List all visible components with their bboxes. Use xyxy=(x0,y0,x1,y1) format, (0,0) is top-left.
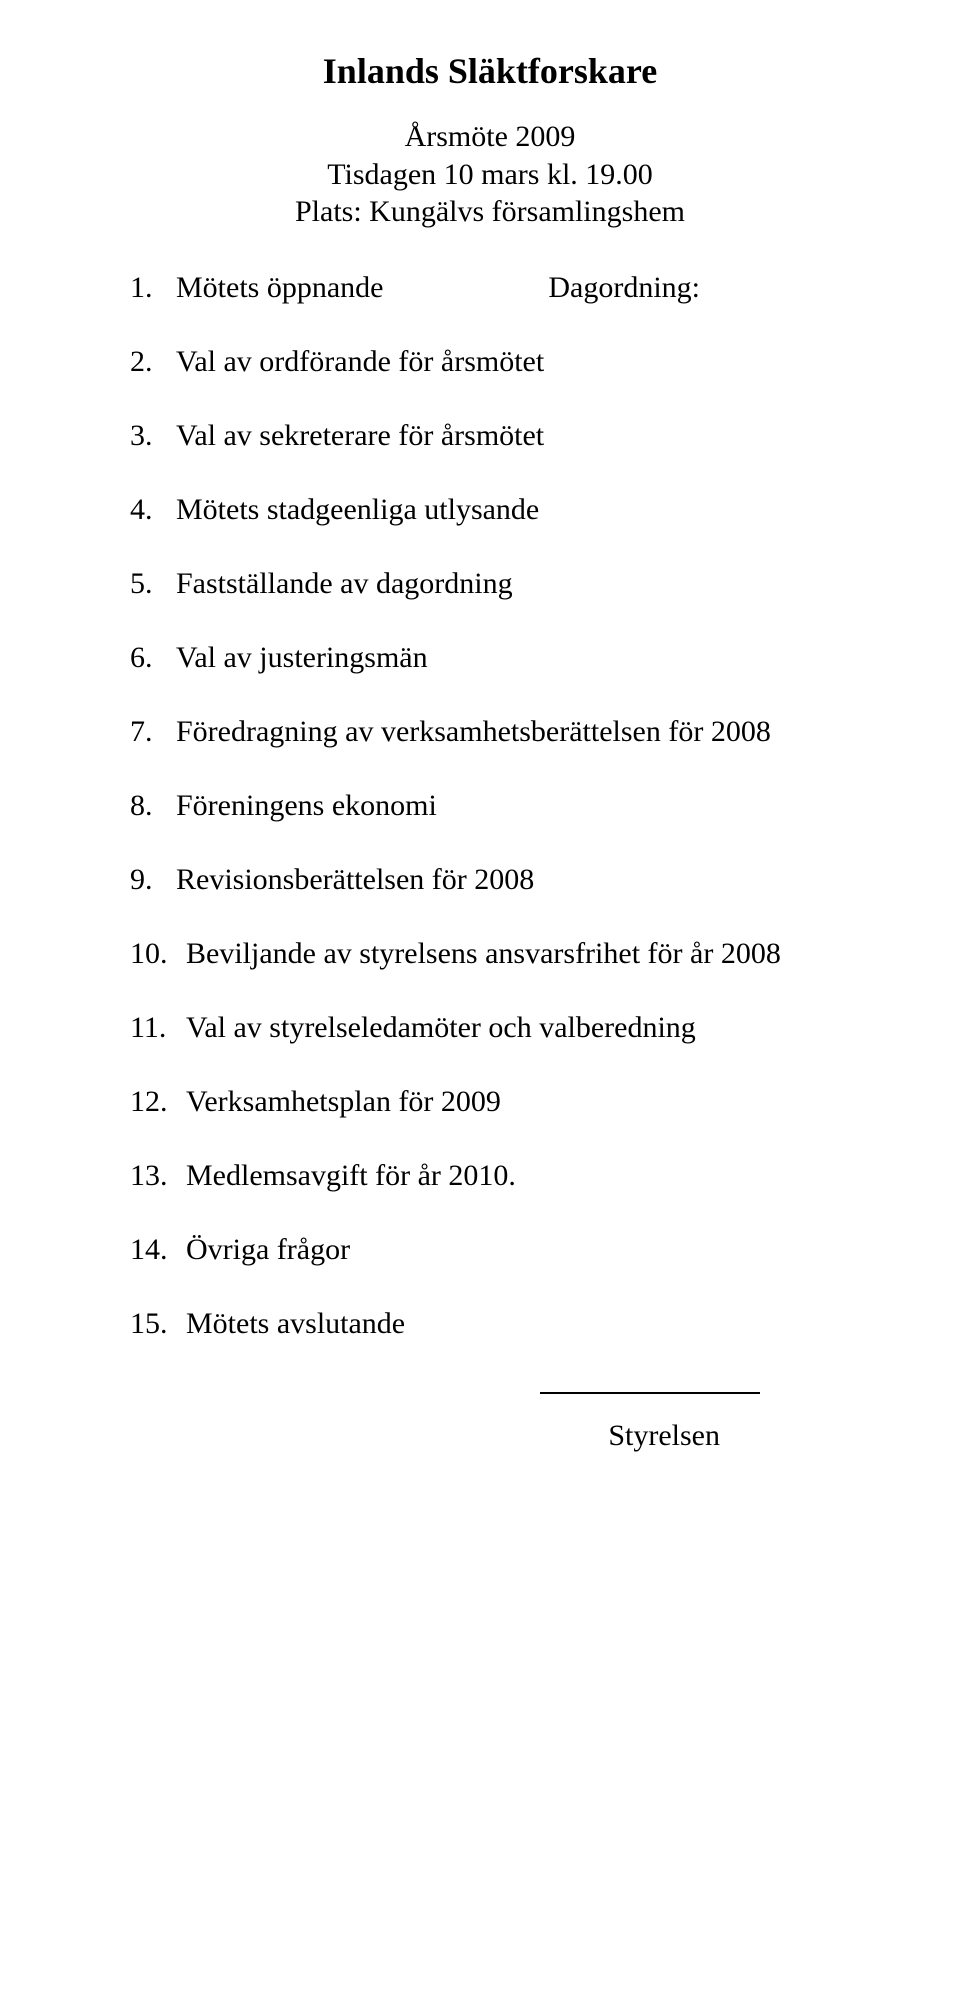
agenda-item-text: Medlemsavgift för år 2010. xyxy=(186,1159,850,1193)
agenda-item-number: 6. xyxy=(130,641,176,675)
agenda-item-text: Val av sekreterare för årsmötet xyxy=(176,419,850,453)
agenda-item-number: 4. xyxy=(130,493,176,527)
agenda-item-text: Revisionsberättelsen för 2008 xyxy=(176,863,850,897)
agenda-item-number: 11. xyxy=(130,1011,186,1045)
agenda-item-number: 14. xyxy=(130,1233,186,1267)
meeting-line-2: Tisdagen 10 mars kl. 19.00 xyxy=(130,156,850,194)
agenda-item-text: Mötets stadgeenliga utlysande xyxy=(176,493,850,527)
signature-rule xyxy=(540,1392,760,1394)
agenda-item-number: 7. xyxy=(130,715,176,749)
agenda-item-text: Mötets öppnande xyxy=(176,271,383,305)
agenda-item-number: 8. xyxy=(130,789,176,823)
agenda-item-number: 5. xyxy=(130,567,176,601)
agenda-item-text: Val av ordförande för årsmötet xyxy=(176,345,850,379)
page: Inlands Släktforskare Årsmöte 2009 Tisda… xyxy=(0,0,960,2007)
agenda-item-number: 1. xyxy=(130,271,176,305)
signature-rule-wrap xyxy=(130,1381,850,1399)
agenda-item-text: Övriga frågor xyxy=(186,1233,850,1267)
meeting-line-1: Årsmöte 2009 xyxy=(130,118,850,156)
agenda-item-text: Beviljande av styrelsens ansvarsfrihet f… xyxy=(186,937,850,971)
agenda-item-text: Föreningens ekonomi xyxy=(176,789,850,823)
agenda-header-row: 1. Mötets öppnande Dagordning: xyxy=(130,271,850,305)
meeting-details: Årsmöte 2009 Tisdagen 10 mars kl. 19.00 … xyxy=(130,118,850,231)
agenda-item-number: 10. xyxy=(130,937,186,971)
agenda-item-number: 12. xyxy=(130,1085,186,1119)
agenda-item-number: 15. xyxy=(130,1307,186,1341)
signature: Styrelsen xyxy=(130,1419,850,1453)
agenda-item-text: Fastställande av dagordning xyxy=(176,567,850,601)
agenda-item-text: Verksamhetsplan för 2009 xyxy=(186,1085,850,1119)
agenda-label: Dagordning: xyxy=(548,271,850,305)
agenda-item-text: Val av styrelseledamöter och valberednin… xyxy=(186,1011,850,1045)
agenda-item-number: 2. xyxy=(130,345,176,379)
document-title: Inlands Släktforskare xyxy=(130,50,850,92)
agenda-item-text: Mötets avslutande xyxy=(186,1307,850,1341)
agenda-item-number: 3. xyxy=(130,419,176,453)
agenda-item-text: Val av justeringsmän xyxy=(176,641,850,675)
agenda-item-number: 13. xyxy=(130,1159,186,1193)
agenda-item-text: Föredragning av verksamhetsberättelsen f… xyxy=(176,715,850,749)
agenda-item-number: 9. xyxy=(130,863,176,897)
meeting-line-3: Plats: Kungälvs församlingshem xyxy=(130,193,850,231)
